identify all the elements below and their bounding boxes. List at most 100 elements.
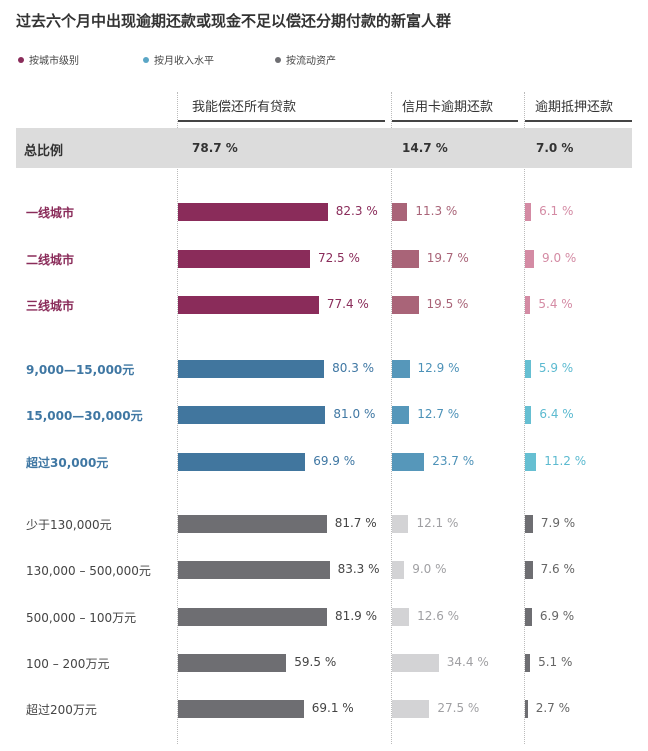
row-label: 100 – 200万元 [26,657,110,671]
column-divider [177,92,178,744]
value-label-credit-card-late: 11.3 % [415,204,458,218]
value-label-mortgage-late: 7.6 % [540,562,575,576]
value-label-mortgage-late: 6.1 % [539,204,574,218]
legend-item-city: 按城市级别 [18,52,79,67]
bar-repay-all [178,608,328,626]
bar-credit-card-late [392,561,405,579]
bar-credit-card-late [392,515,409,533]
value-label-mortgage-late: 5.4 % [538,297,573,311]
value-label-credit-card-late: 12.9 % [417,361,460,375]
value-label-repay-all: 69.1 % [311,701,354,715]
bar-credit-card-late [392,700,430,718]
value-label-mortgage-late: 7.9 % [540,516,576,530]
value-label-repay-all: 83.3 % [337,562,380,576]
bar-repay-all [178,700,304,718]
value-label-credit-card-late: 9.0 % [412,562,447,576]
legend-dot-icon [18,56,24,63]
total-row [16,128,632,168]
row-label: 一线城市 [26,206,75,220]
bar-credit-card-late [392,453,425,471]
bar-mortgage-late [525,296,531,314]
legend-item-assets: 按流动资产 [275,52,336,67]
value-label-credit-card-late: 19.5 % [426,297,469,311]
bar-repay-all [178,654,287,672]
bar-credit-card-late [392,296,419,314]
value-label-mortgage-late: 6.9 % [539,609,575,623]
legend-label: 按城市级别 [29,56,79,67]
value-label-mortgage-late: 9.0 % [542,251,577,265]
bar-repay-all [178,360,325,378]
bar-mortgage-late [525,515,533,533]
value-label-mortgage-late: 11.2 % [544,454,587,468]
row-label: 130,000 – 500,000元 [26,564,151,578]
column-header-rule [525,120,632,122]
value-label-repay-all: 69.9 % [313,454,356,468]
total-value-repay-all: 78.7 % [192,141,238,155]
value-label-credit-card-late: 12.1 % [416,516,459,530]
chart-title: 过去六个月中出现逾期还款或现金不足以偿还分期付款的新富人群 [16,12,452,30]
value-label-repay-all: 81.7 % [334,516,377,530]
bar-repay-all [178,203,328,221]
value-label-credit-card-late: 12.7 % [417,407,460,421]
value-label-repay-all: 72.5 % [317,251,360,265]
column-header-repay-all: 我能偿还所有贷款 [192,100,297,115]
bar-mortgage-late [525,453,537,471]
value-label-mortgage-late: 2.7 % [535,701,570,715]
row-label: 超过200万元 [26,703,97,717]
bar-repay-all [178,296,319,314]
bar-mortgage-late [525,406,532,424]
value-label-repay-all: 59.5 % [294,655,337,669]
bar-credit-card-late [392,360,410,378]
value-label-mortgage-late: 5.1 % [538,655,573,669]
bar-credit-card-late [392,654,439,672]
bar-mortgage-late [525,203,532,221]
bar-repay-all [178,561,330,579]
column-header-mortgage-late: 逾期抵押还款 [535,100,614,115]
value-label-repay-all: 77.4 % [326,297,369,311]
bar-credit-card-late [392,250,419,268]
legend-item-income: 按月收入水平 [143,52,214,67]
column-header-rule [178,120,385,122]
row-label: 少于130,000元 [26,518,112,532]
bar-mortgage-late [525,561,533,579]
value-label-credit-card-late: 27.5 % [437,701,480,715]
value-label-repay-all: 80.3 % [332,361,375,375]
bar-mortgage-late [525,360,531,378]
bar-mortgage-late [525,608,532,626]
row-label: 9,000—15,000元 [26,363,135,377]
bar-repay-all [178,515,327,533]
column-header-rule [392,120,518,122]
legend-label: 按流动资产 [286,56,336,67]
row-label: 超过30,000元 [26,456,109,470]
row-label: 三线城市 [26,299,75,313]
bar-credit-card-late [392,203,408,221]
legend-dot-icon [143,56,149,63]
legend-label: 按月收入水平 [154,56,214,67]
value-label-credit-card-late: 19.7 % [426,251,469,265]
total-label: 总比例 [24,144,64,159]
value-label-credit-card-late: 23.7 % [432,454,475,468]
column-header-credit-card-late: 信用卡逾期还款 [402,100,494,115]
value-label-mortgage-late: 6.4 % [539,407,574,421]
legend-dot-icon [275,56,281,63]
bar-repay-all [178,250,310,268]
row-label: 二线城市 [26,253,75,267]
column-divider [524,92,525,744]
value-label-repay-all: 81.0 % [333,407,376,421]
value-label-credit-card-late: 12.6 % [417,609,460,623]
value-label-repay-all: 82.3 % [335,204,378,218]
bar-mortgage-late [525,250,534,268]
bar-mortgage-late [525,654,531,672]
bar-credit-card-late [392,406,410,424]
value-label-repay-all: 81.9 % [335,609,377,623]
column-divider [391,92,392,744]
legend: 按城市级别 按月收入水平 按流动资产 [0,52,648,67]
bar-mortgage-late [525,700,528,718]
value-label-credit-card-late: 34.4 % [446,655,489,669]
bar-repay-all [178,406,326,424]
value-label-mortgage-late: 5.9 % [538,361,574,375]
bar-repay-all [178,453,306,471]
total-value-credit-card-late: 14.7 % [402,141,448,155]
row-label: 15,000—30,000元 [26,409,143,423]
total-value-mortgage-late: 7.0 % [536,141,574,155]
